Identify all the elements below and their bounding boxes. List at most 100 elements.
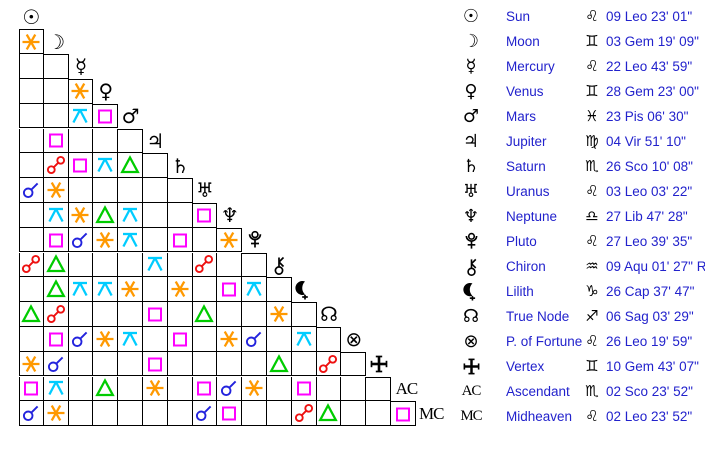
aspect-cell-pluto-neptune (217, 227, 243, 253)
square-icon (98, 109, 113, 124)
planet-name[interactable]: Jupiter (506, 134, 547, 149)
aspect-cell-saturn-sun (19, 153, 44, 179)
sign-leo-icon: ♌ (585, 57, 599, 75)
planet-position: 06 Sag 03' 29" (606, 309, 694, 324)
planet-pluto-glyph (242, 228, 267, 253)
aspect-cell-p-of-fortune-true-node (316, 326, 342, 352)
planet-name[interactable]: Neptune (506, 209, 558, 224)
aspect-cell-vertex-mars (118, 351, 143, 377)
planet-name[interactable]: Vertex (506, 359, 545, 374)
planet-true-node-glyph: ☊ (320, 302, 338, 327)
aspect-cell-vertex-neptune (217, 351, 243, 377)
planet-mars-glyph: ♂ (121, 104, 140, 129)
lilith-icon (462, 282, 475, 301)
pluto-icon (458, 229, 484, 254)
aspect-cell-neptune-venus (93, 202, 119, 228)
square-icon (197, 381, 212, 396)
aspect-cell-jupiter-venus (93, 128, 119, 154)
planet-name[interactable]: Midheaven (506, 409, 573, 424)
planet-name[interactable]: Lilith (506, 284, 534, 299)
sign-gem-icon: ♊ (585, 357, 599, 375)
planet-name[interactable]: Sun (506, 9, 531, 24)
aspect-cell-p-of-fortune-pluto (242, 326, 267, 352)
aspect-cell-ascendant-mars (118, 376, 143, 402)
quincunx-icon (72, 282, 89, 297)
table-row: MC Midheaven ♌ 02 Leo 23' 52" (458, 404, 705, 429)
quincunx-icon (72, 108, 89, 123)
square-icon (172, 332, 187, 347)
sextile-icon (171, 281, 189, 298)
aspect-cell-midheaven-neptune (217, 401, 243, 427)
aspect-cell-vertex-true-node (316, 351, 342, 377)
aspect-cell-vertex-mercury (68, 351, 94, 377)
aspect-cell-ascendant-p-of-fortune (341, 376, 367, 402)
jupiter-icon: ♃ (462, 130, 480, 152)
aspect-cell-midheaven-uranus (192, 401, 218, 427)
conjunction-icon (23, 405, 39, 422)
aspect-cell-p-of-fortune-neptune (217, 326, 243, 352)
planet-name[interactable]: Ascendant (506, 384, 570, 399)
aspect-cell-vertex-pluto (242, 351, 267, 377)
planet-vertex-glyph (366, 352, 391, 377)
aspect-cell-pluto-uranus (192, 227, 218, 253)
sign-leo-icon: ♌ (585, 7, 599, 25)
planet-mercury-glyph: ☿ (74, 54, 88, 79)
trine-icon (45, 254, 66, 273)
sign-aqu-icon: ♒ (585, 257, 599, 275)
aspect-cell-true-node-mars (118, 302, 143, 327)
aspect-cell-true-node-uranus (192, 302, 218, 327)
trine-icon (269, 353, 289, 372)
vertex-icon (458, 354, 484, 379)
planet-name[interactable]: Saturn (506, 159, 546, 174)
aspect-cell-true-node-neptune (217, 302, 243, 327)
table-row: AC Ascendant ♏ 02 Sco 23' 52" (458, 379, 705, 404)
lilith-icon (458, 279, 484, 304)
trine-icon (120, 155, 140, 174)
aspect-cell-jupiter-sun (19, 128, 44, 154)
square-icon (73, 158, 88, 173)
planet-position: 02 Sco 23' 52" (606, 384, 693, 399)
aspect-cell-mars-moon (43, 103, 69, 129)
aspect-cell-midheaven-p-of-fortune (341, 401, 367, 427)
opposition-icon (294, 404, 313, 423)
aspect-cell-true-node-sun (19, 302, 44, 327)
aspect-cell-vertex-sun (19, 351, 44, 377)
square-icon (222, 282, 237, 297)
sign-vir-icon: ♍ (585, 132, 599, 150)
planet-name[interactable]: Mars (506, 109, 536, 124)
planet-position: 09 Leo 23' 01" (606, 9, 693, 24)
sign-lib-icon: ♎ (585, 207, 599, 225)
planet-name[interactable]: Mercury (506, 59, 555, 74)
aspect-cell-uranus-moon (43, 178, 69, 203)
aspect-cell-midheaven-true-node (316, 401, 342, 427)
sign-leo-icon: ♌ (585, 232, 599, 250)
table-row: ♄ Saturn ♏ 26 Sco 10' 08" (458, 154, 705, 179)
planet-name[interactable]: P. of Fortune (506, 334, 583, 349)
aspect-cell-midheaven-lilith (291, 401, 317, 427)
aspect-cell-venus-moon (43, 78, 69, 104)
quincunx-icon (48, 381, 64, 396)
table-row: Vertex ♊ 10 Gem 43' 07" (458, 354, 705, 379)
planet-name[interactable]: Moon (506, 34, 540, 49)
aspect-cell-uranus-saturn (167, 178, 193, 203)
square-icon (48, 233, 63, 248)
aspect-cell-p-of-fortune-mercury (68, 326, 94, 352)
planet-name[interactable]: Chiron (506, 259, 546, 274)
aspect-cell-ascendant-vertex (366, 376, 391, 402)
planet-lilith-glyph (292, 277, 317, 302)
aspect-cell-uranus-mars (118, 178, 143, 203)
planet-name[interactable]: Venus (506, 84, 544, 99)
planet-name[interactable]: Uranus (506, 184, 550, 199)
planet-name[interactable]: Pluto (506, 234, 537, 249)
aspect-cell-jupiter-mars (118, 128, 143, 154)
opposition-icon (46, 156, 65, 175)
aspect-cell-neptune-saturn (167, 202, 193, 228)
aspect-cell-lilith-saturn (167, 277, 193, 303)
aspect-cell-p-of-fortune-sun (19, 326, 44, 352)
aspect-cell-chiron-saturn (167, 252, 193, 278)
planet-name[interactable]: True Node (506, 309, 570, 324)
quincunx-icon (246, 282, 262, 297)
planet-position: 27 Lib 47' 28" (606, 209, 688, 224)
aspect-cell-pluto-sun (19, 227, 44, 253)
planet-uranus-glyph: ♅ (196, 178, 214, 203)
